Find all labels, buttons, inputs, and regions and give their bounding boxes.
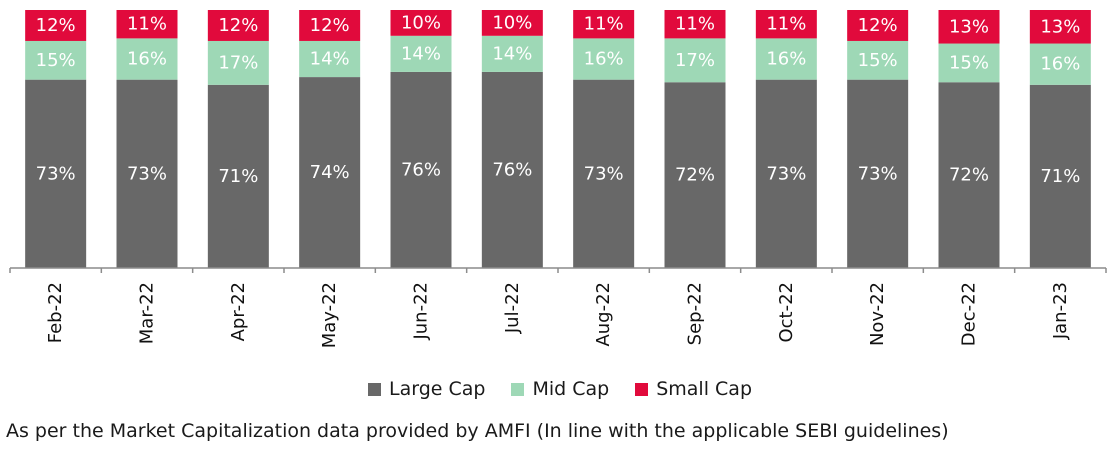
data-label-mid-cap-jan-23: 16% xyxy=(1040,54,1080,75)
data-label-small-cap-feb-22: 12% xyxy=(36,15,76,36)
bar-mid-cap-sep-22 xyxy=(664,38,726,83)
x-axis xyxy=(9,267,1107,273)
bar-large-cap-oct-22 xyxy=(755,79,817,268)
bar-mid-cap-may-22 xyxy=(299,40,361,78)
legend-item-mid-cap: Mid Cap xyxy=(511,378,609,400)
bar-small-cap-feb-22 xyxy=(25,10,87,41)
data-label-small-cap-jul-22: 10% xyxy=(492,12,532,33)
bar-large-cap-nov-22 xyxy=(847,79,909,268)
tick-label-nov-22: Nov-22 xyxy=(867,282,888,346)
bars-group: 73% 15% 12% 73% 16% 11% 71% 17% 12% 74% 14% 12% 76% 1… xyxy=(25,10,1091,269)
legend-label-small-cap: Small Cap xyxy=(656,378,752,400)
tick-label-apr-22: Apr-22 xyxy=(228,282,249,341)
tick-label-jun-22: Jun-22 xyxy=(411,282,432,341)
bar-mid-cap-feb-22 xyxy=(25,40,87,80)
bar-large-cap-mar-22 xyxy=(116,79,178,268)
bar-mid-cap-jul-22 xyxy=(481,35,543,72)
bar-mid-cap-mar-22 xyxy=(116,38,178,80)
data-label-mid-cap-aug-22: 16% xyxy=(584,49,624,70)
bar-small-cap-mar-22 xyxy=(116,10,178,39)
bar-small-cap-apr-22 xyxy=(207,10,269,41)
tick-label-jul-22: Jul-22 xyxy=(502,282,523,334)
bar-small-cap-jun-22 xyxy=(390,10,452,36)
footnote: As per the Market Capitalization data pr… xyxy=(6,420,949,442)
data-label-mid-cap-nov-22: 15% xyxy=(858,50,898,71)
tick-label-sep-22: Sep-22 xyxy=(685,282,706,345)
data-label-large-cap-oct-22: 73% xyxy=(766,163,806,184)
data-label-mid-cap-mar-22: 16% xyxy=(127,49,167,70)
data-label-small-cap-dec-22: 13% xyxy=(949,16,989,37)
data-label-mid-cap-feb-22: 15% xyxy=(36,50,76,71)
legend-swatch-mid-cap xyxy=(511,382,525,396)
data-label-small-cap-jun-22: 10% xyxy=(401,12,441,33)
bar-small-cap-jul-22 xyxy=(481,10,543,36)
bar-large-cap-jun-22 xyxy=(390,71,452,268)
data-label-large-cap-aug-22: 73% xyxy=(584,163,624,184)
tick-label-feb-22: Feb-22 xyxy=(45,282,66,343)
bar-small-cap-may-22 xyxy=(299,10,361,41)
data-label-large-cap-may-22: 74% xyxy=(310,162,350,183)
bar-large-cap-feb-22 xyxy=(25,79,87,268)
bar-mid-cap-oct-22 xyxy=(755,38,817,80)
legend-item-small-cap: Small Cap xyxy=(635,378,752,400)
data-label-mid-cap-may-22: 14% xyxy=(310,49,350,70)
tick-label-oct-22: Oct-22 xyxy=(776,282,797,343)
data-label-small-cap-oct-22: 11% xyxy=(766,14,806,35)
data-label-large-cap-jun-22: 76% xyxy=(401,159,441,180)
legend-item-large-cap: Large Cap xyxy=(368,378,485,400)
legend-swatch-small-cap xyxy=(635,382,649,396)
data-label-small-cap-nov-22: 12% xyxy=(858,15,898,36)
bar-large-cap-aug-22 xyxy=(573,79,635,268)
tick-label-aug-22: Aug-22 xyxy=(593,282,614,347)
bar-large-cap-dec-22 xyxy=(938,82,1000,269)
data-label-large-cap-dec-22: 72% xyxy=(949,165,989,186)
legend: Large Cap Mid Cap Small Cap xyxy=(0,378,1120,400)
data-label-large-cap-nov-22: 73% xyxy=(858,163,898,184)
bar-large-cap-sep-22 xyxy=(664,82,726,269)
bar-small-cap-jan-23 xyxy=(1029,10,1091,44)
bar-mid-cap-jan-23 xyxy=(1029,43,1091,85)
tick-label-may-22: May-22 xyxy=(319,282,340,348)
legend-swatch-large-cap xyxy=(368,382,381,396)
bar-mid-cap-apr-22 xyxy=(207,40,269,85)
bar-large-cap-jul-22 xyxy=(481,71,543,268)
tick-label-mar-22: Mar-22 xyxy=(137,282,158,344)
x-tick-labels: Feb-22 Mar-22 Apr-22 May-22 Jun-22 Jul-22 Aug-… xyxy=(45,282,1071,348)
data-label-large-cap-apr-22: 71% xyxy=(218,166,258,187)
bar-large-cap-apr-22 xyxy=(207,84,269,268)
data-label-large-cap-mar-22: 73% xyxy=(127,163,167,184)
legend-label-large-cap: Large Cap xyxy=(389,378,486,400)
data-label-small-cap-aug-22: 11% xyxy=(584,14,624,35)
data-label-large-cap-feb-22: 73% xyxy=(36,163,76,184)
data-label-small-cap-sep-22: 11% xyxy=(675,14,715,35)
data-label-small-cap-jan-23: 13% xyxy=(1040,16,1080,37)
data-label-large-cap-jul-22: 76% xyxy=(492,159,532,180)
data-label-small-cap-may-22: 12% xyxy=(310,15,350,36)
bar-mid-cap-dec-22 xyxy=(938,43,1000,83)
bar-small-cap-dec-22 xyxy=(938,10,1000,44)
data-label-mid-cap-apr-22: 17% xyxy=(218,52,258,73)
bar-small-cap-aug-22 xyxy=(573,10,635,39)
tick-label-dec-22: Dec-22 xyxy=(959,282,980,346)
data-label-small-cap-apr-22: 12% xyxy=(218,15,258,36)
data-label-mid-cap-jun-22: 14% xyxy=(401,43,441,64)
bar-small-cap-nov-22 xyxy=(847,10,909,41)
bar-small-cap-sep-22 xyxy=(664,10,726,39)
bar-mid-cap-jun-22 xyxy=(390,35,452,72)
data-label-mid-cap-dec-22: 15% xyxy=(949,52,989,73)
legend-label-mid-cap: Mid Cap xyxy=(532,378,610,400)
tick-label-jan-23: Jan-23 xyxy=(1050,282,1071,340)
data-label-small-cap-mar-22: 11% xyxy=(127,14,167,35)
bar-large-cap-jan-23 xyxy=(1029,84,1091,268)
data-label-large-cap-jan-23: 71% xyxy=(1040,166,1080,187)
data-label-mid-cap-oct-22: 16% xyxy=(766,49,806,70)
bar-large-cap-may-22 xyxy=(299,77,361,268)
bar-small-cap-oct-22 xyxy=(755,10,817,39)
data-label-large-cap-sep-22: 72% xyxy=(675,165,715,186)
data-label-mid-cap-sep-22: 17% xyxy=(675,50,715,71)
bar-mid-cap-aug-22 xyxy=(573,38,635,80)
data-label-mid-cap-jul-22: 14% xyxy=(492,43,532,64)
bar-mid-cap-nov-22 xyxy=(847,40,909,80)
